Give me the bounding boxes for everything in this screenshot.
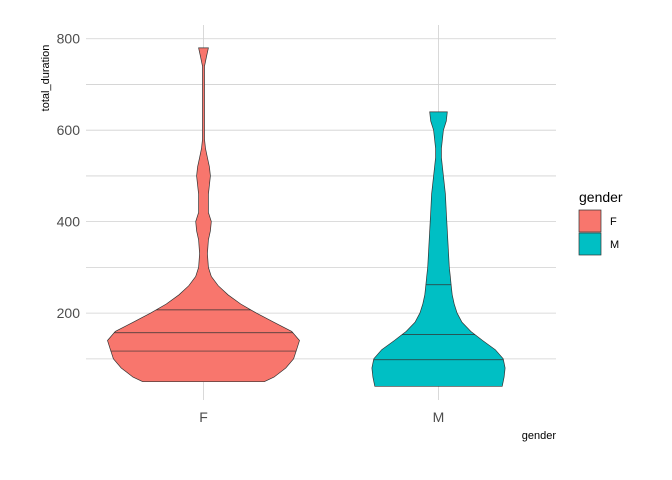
legend-label-F: F <box>610 216 617 228</box>
x-axis-title: gender <box>522 430 557 442</box>
legend: gender FM <box>578 189 623 256</box>
x-tick-label: M <box>433 409 445 425</box>
legend-key-F <box>578 209 602 233</box>
violin-M <box>371 111 506 387</box>
x-tick-label: F <box>199 409 208 425</box>
y-axis-title: total_duration <box>40 45 52 112</box>
y-tick-label: 800 <box>57 31 81 47</box>
y-tick-label: 200 <box>57 305 81 321</box>
legend-label-M: M <box>610 239 619 251</box>
y-tick-label: 400 <box>57 214 81 230</box>
legend-title: gender <box>579 189 623 205</box>
y-tick-labels: 200 400 600 800 <box>57 31 81 321</box>
y-tick-label: 600 <box>57 122 81 138</box>
legend-key-M <box>578 232 602 256</box>
violin-F <box>107 47 300 383</box>
violins <box>107 47 506 387</box>
